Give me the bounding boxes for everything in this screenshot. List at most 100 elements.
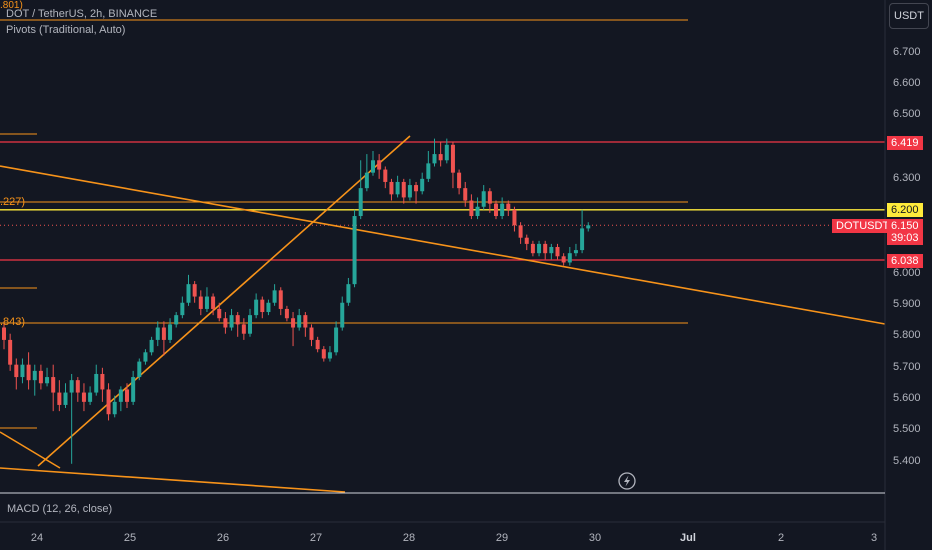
candle-body [506,203,511,210]
currency-button[interactable]: USDT [889,3,929,29]
candle-body [346,284,351,303]
time-tick: 3 [870,532,878,544]
candle-body [254,299,259,316]
symbol-tag: DOTUSDT [832,219,894,233]
candle-body [75,380,80,393]
candle-body [321,349,326,359]
symbol-legend[interactable]: DOT / TetherUS, 2h, BINANCE [6,8,158,20]
candle-body [248,315,252,334]
candle-body [543,243,548,254]
candle-body [297,315,302,328]
candle-body [94,373,99,393]
candle-body [426,163,431,179]
candle-body [580,228,585,251]
candle-body [358,188,363,217]
resistance-price-tag: 6.419 [887,136,923,150]
candle-body [272,290,277,303]
price-tick: 6.700 [893,46,921,58]
candle-body [414,185,419,192]
lightning-icon[interactable] [618,472,636,490]
candle-body [217,308,222,319]
candle-body [457,172,462,189]
indicator-legend[interactable]: Pivots (Traditional, Auto) [6,24,126,36]
candle-body [573,250,578,254]
time-tick: 28 [402,532,416,544]
candlesticks [2,138,591,464]
candle-body [229,315,234,328]
price-tick: 6.300 [893,172,921,184]
candle-body [211,296,216,309]
candle-body [284,308,289,319]
price-tick: 5.800 [893,329,921,341]
candle-body [131,377,136,402]
candle-body [8,339,13,365]
candle-body [278,290,283,309]
price-tick: 5.700 [893,361,921,373]
candle-body [38,370,43,384]
candle-body [81,392,86,402]
candle-body [432,154,437,164]
price-tick: 5.500 [893,423,921,435]
candle-body [2,327,6,340]
price-tick: 6.000 [893,267,921,279]
candle-body [69,380,74,393]
last-price-tag: 6.150 39:03 [887,219,923,245]
candle-body [112,401,117,415]
time-tick: 26 [216,532,230,544]
candle-body [537,243,542,254]
candle-body [32,370,37,381]
time-tick: Jul [680,532,696,544]
candle-body [487,191,492,204]
candle-body [180,302,185,316]
trend-line [37,135,411,467]
price-tick: 6.600 [893,77,921,89]
time-tick: 24 [30,532,44,544]
candle-body [186,284,191,303]
candle-body [377,160,382,170]
candle-body [125,389,129,402]
candle-body [57,392,62,405]
candle-body [137,361,142,378]
time-tick: 25 [123,532,137,544]
candle-body [438,154,443,161]
candle-body [494,203,498,217]
pivot-label-top: .801) [0,0,23,11]
candle-body [118,389,123,402]
candle-body [168,324,173,340]
candle-body [155,327,160,340]
time-tick: 29 [495,532,509,544]
candle-body [327,352,332,359]
candle-body [192,284,197,297]
trend-line [0,165,886,325]
trend-line [0,431,61,469]
time-tick: 30 [588,532,602,544]
candle-body [444,144,449,161]
candle-body [395,181,400,195]
candle-body [512,209,517,226]
support-price-tag: 6.038 [887,254,923,268]
candle-body [204,296,209,309]
candle-body [303,315,308,328]
candle-body [561,256,566,263]
macd-legend[interactable]: MACD (12, 26, close) [7,503,113,515]
candle-body [407,185,412,198]
candle-body [469,200,474,217]
candle-body [334,327,339,353]
candle-body [530,243,535,254]
candle-body [500,203,505,217]
candle-body [20,364,25,378]
trend-lines [0,135,886,493]
candle-body [371,160,375,173]
candle-body [309,327,314,340]
candle-body [266,302,271,313]
candle-body [291,318,296,328]
mid-price-tag: 6.200 [887,203,923,217]
price-tick: 5.400 [893,455,921,467]
candle-body [241,324,246,334]
candle-body [586,225,591,229]
candle-body [51,377,56,393]
candle-body [174,315,179,325]
time-tick: 27 [309,532,323,544]
candle-body [45,377,50,384]
